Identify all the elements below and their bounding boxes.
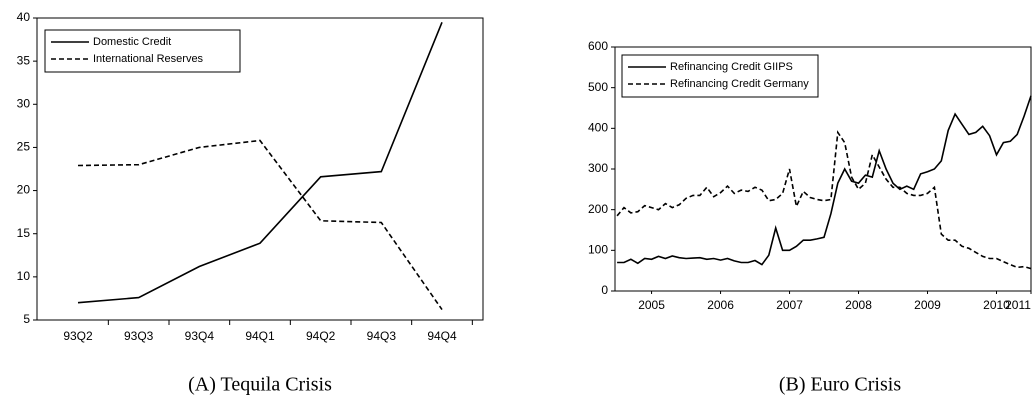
x-tick-label: 93Q4 xyxy=(185,329,215,343)
y-tick-label: 25 xyxy=(17,140,31,154)
y-tick-label: 600 xyxy=(588,39,608,53)
x-tick-label: 2005 xyxy=(638,298,665,312)
legend-label: International Reserves xyxy=(93,53,204,65)
legend: Domestic Credit International Reserves xyxy=(44,29,241,73)
legend-box xyxy=(44,29,241,73)
legend-box xyxy=(621,54,819,98)
series-line xyxy=(77,139,443,311)
caption: (A) Tequila Crisis xyxy=(188,374,332,396)
legend-label: Refinancing Credit Germany xyxy=(670,78,809,90)
x-tick-label: 2011 xyxy=(1005,298,1031,312)
series-line xyxy=(617,95,1032,266)
x-tick-label: 2010 xyxy=(983,298,1010,312)
y-tick-label: 100 xyxy=(588,243,608,257)
series-line xyxy=(616,130,1032,270)
plot-frame xyxy=(614,46,1032,292)
legend-label: Domestic Credit xyxy=(93,36,171,48)
x-tick-label: 2009 xyxy=(914,298,941,312)
plot-frame xyxy=(36,17,484,321)
series-line xyxy=(77,21,443,304)
x-tick-label: 2006 xyxy=(707,298,734,312)
x-tick-label: 93Q2 xyxy=(63,329,93,343)
y-tick-label: 5 xyxy=(23,312,30,326)
y-tick-label: 200 xyxy=(588,202,608,216)
y-tick-label: 500 xyxy=(588,80,608,94)
y-tick-label: 40 xyxy=(17,10,31,24)
y-tick-label: 30 xyxy=(17,96,31,110)
y-tick-label: 0 xyxy=(601,283,608,297)
x-tick-label: 2007 xyxy=(776,298,803,312)
y-tick-label: 10 xyxy=(17,269,31,283)
y-tick-label: 20 xyxy=(17,183,31,197)
x-tick-label: 94Q2 xyxy=(306,329,336,343)
legend: Refinancing Credit GIIPS Refinancing Cred… xyxy=(621,54,819,98)
chart: 93Q2 93Q3 93Q4 94Q1 94Q2 94Q3 94Q4 5 10 15 20 25 30 3… xyxy=(17,10,484,396)
y-tick-label: 15 xyxy=(17,226,31,240)
x-tick-label: 94Q1 xyxy=(245,329,275,343)
y-tick-label: 35 xyxy=(17,53,31,67)
y-tick-label: 400 xyxy=(588,121,608,135)
caption: (B) Euro Crisis xyxy=(779,374,901,396)
y-tick-label: 300 xyxy=(588,161,608,175)
x-tick-label: 94Q4 xyxy=(427,329,457,343)
x-tick-label: 93Q3 xyxy=(124,329,154,343)
x-tick-label: 2008 xyxy=(845,298,872,312)
legend-label: Refinancing Credit GIIPS xyxy=(670,61,793,73)
x-tick-label: 94Q3 xyxy=(367,329,397,343)
